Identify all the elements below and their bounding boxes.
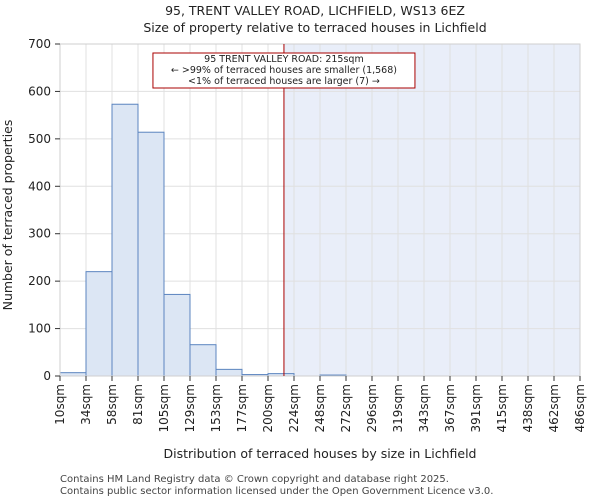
x-tick-label: 319sqm: [391, 384, 405, 432]
x-tick-label: 248sqm: [313, 384, 327, 432]
x-tick-label: 272sqm: [339, 384, 353, 432]
chart-subtitle: Size of property relative to terraced ho…: [143, 20, 486, 35]
x-tick-label: 177sqm: [235, 384, 249, 432]
highlight-region: [283, 44, 580, 376]
x-tick-label: 81sqm: [131, 384, 145, 425]
x-tick-label: 200sqm: [261, 384, 275, 432]
footer-line-1: Contains HM Land Registry data © Crown c…: [60, 474, 449, 485]
annotation-box: 95 TRENT VALLEY ROAD: 215sqm ← >99% of t…: [152, 52, 416, 89]
x-tick-label: 367sqm: [443, 384, 457, 432]
x-tick-label: 486sqm: [573, 384, 587, 432]
y-tick-label: 100: [28, 322, 51, 336]
footer-line-2: Contains public sector information licen…: [60, 486, 493, 497]
annotation-line-2: ← >99% of terraced houses are smaller (1…: [171, 65, 397, 76]
bar-34sqm: [85, 271, 113, 377]
x-tick-label: 343sqm: [417, 384, 431, 432]
annotation-line-1: 95 TRENT VALLEY ROAD: 215sqm: [204, 54, 364, 65]
annotation-line-3: <1% of terraced houses are larger (7) →: [188, 76, 380, 87]
x-tick-label: 10sqm: [53, 384, 67, 425]
x-tick-label: 462sqm: [547, 384, 561, 432]
bar-153sqm: [215, 368, 243, 377]
x-tick-label: 391sqm: [469, 384, 483, 432]
y-axis-label: Number of terraced properties: [0, 120, 15, 311]
bar-58sqm: [111, 103, 139, 377]
x-tick-label: 129sqm: [183, 384, 197, 432]
bars: [59, 103, 347, 377]
x-tick-label: 153sqm: [209, 384, 223, 432]
x-tick-label: 296sqm: [365, 384, 379, 432]
x-axis-label: Distribution of terraced houses by size …: [164, 446, 477, 461]
y-tick-label: 600: [28, 84, 51, 98]
y-axis-ticks: 0 100 200 300 400 500 600 700: [28, 37, 60, 383]
y-tick-label: 0: [43, 369, 51, 383]
y-tick-label: 700: [28, 37, 51, 51]
x-tick-label: 34sqm: [79, 384, 93, 425]
bar-129sqm: [189, 344, 217, 377]
x-tick-label: 415sqm: [495, 384, 509, 432]
chart-title: 95, TRENT VALLEY ROAD, LICHFIELD, WS13 6…: [165, 3, 465, 18]
x-tick-label: 224sqm: [287, 384, 301, 432]
y-tick-label: 400: [28, 179, 51, 193]
x-tick-label: 105sqm: [157, 384, 171, 432]
annotation-frame: [152, 52, 416, 89]
y-tick-label: 200: [28, 274, 51, 288]
x-axis-ticks: 10sqm 34sqm 58sqm 81sqm 105sqm 129sqm 153sqm 17…: [53, 376, 587, 432]
bar-105sqm: [163, 293, 191, 377]
y-tick-label: 500: [28, 132, 51, 146]
bar-81sqm: [137, 131, 165, 377]
x-tick-label: 58sqm: [105, 384, 119, 425]
y-tick-label: 300: [28, 227, 51, 241]
x-tick-label: 438sqm: [521, 384, 535, 432]
